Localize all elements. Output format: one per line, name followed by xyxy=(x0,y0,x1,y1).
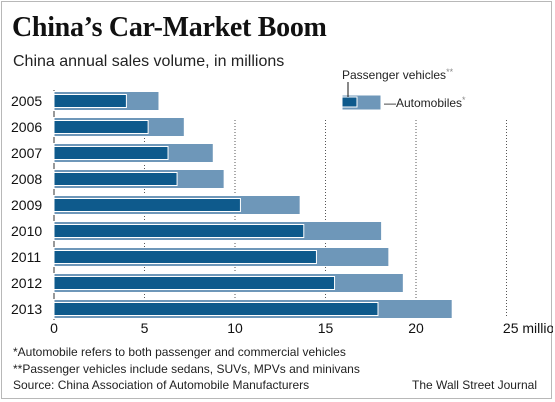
legend-passenger-label: Passenger vehicles** xyxy=(342,67,454,82)
category-labels: 2005 2006 2007 2008 2009 2010 2011 2012 2013 xyxy=(11,93,42,317)
x-tick-label-25: 25 million xyxy=(503,320,553,336)
legend-passenger-swatch xyxy=(341,96,358,108)
category-label-2006: 2006 xyxy=(11,119,42,135)
bar-passenger-2006 xyxy=(53,120,149,134)
bars xyxy=(53,91,453,319)
publisher-credit: The Wall Street Journal xyxy=(412,378,537,392)
x-tick-label-10: 10 xyxy=(227,320,243,336)
bar-passenger-2007 xyxy=(53,146,169,160)
bar-passenger-2010 xyxy=(53,224,305,238)
category-label-2009: 2009 xyxy=(11,197,42,213)
category-label-2011: 2011 xyxy=(11,249,41,265)
category-label-2008: 2008 xyxy=(11,171,42,187)
category-label-2007: 2007 xyxy=(11,145,42,161)
legend-automobiles-label: —Automobiles* xyxy=(384,95,466,110)
legend-automobiles-mark: * xyxy=(462,95,466,105)
chart-title: China’s Car-Market Boom xyxy=(12,12,327,43)
x-tick-labels: 0 5 10 15 20 25 million xyxy=(50,320,553,336)
category-label-2012: 2012 xyxy=(11,275,42,291)
legend: Passenger vehicles** —Automobiles* xyxy=(341,67,466,111)
chart-subtitle: China annual sales volume, in millions xyxy=(13,53,285,70)
legend-passenger-mark: ** xyxy=(446,67,454,77)
category-label-2013: 2013 xyxy=(11,301,42,317)
x-tick-label-20: 20 xyxy=(408,320,424,336)
bar-passenger-2008 xyxy=(53,172,178,186)
footnote-passenger: **Passenger vehicles include sedans, SUV… xyxy=(13,362,360,376)
category-label-2010: 2010 xyxy=(11,223,42,239)
x-tick-label-0: 0 xyxy=(50,320,58,336)
x-tick-label-5: 5 xyxy=(141,320,149,336)
bar-passenger-2013 xyxy=(53,302,379,316)
source-note: Source: China Association of Automobile … xyxy=(13,378,310,392)
bar-passenger-2011 xyxy=(53,250,317,264)
bar-passenger-2012 xyxy=(53,276,336,290)
footnote-automobile: *Automobile refers to both passenger and… xyxy=(13,345,346,359)
bar-passenger-2009 xyxy=(53,198,241,212)
category-label-2005: 2005 xyxy=(11,93,42,109)
bar-passenger-2005 xyxy=(53,94,127,108)
x-tick-label-15: 15 xyxy=(318,320,334,336)
